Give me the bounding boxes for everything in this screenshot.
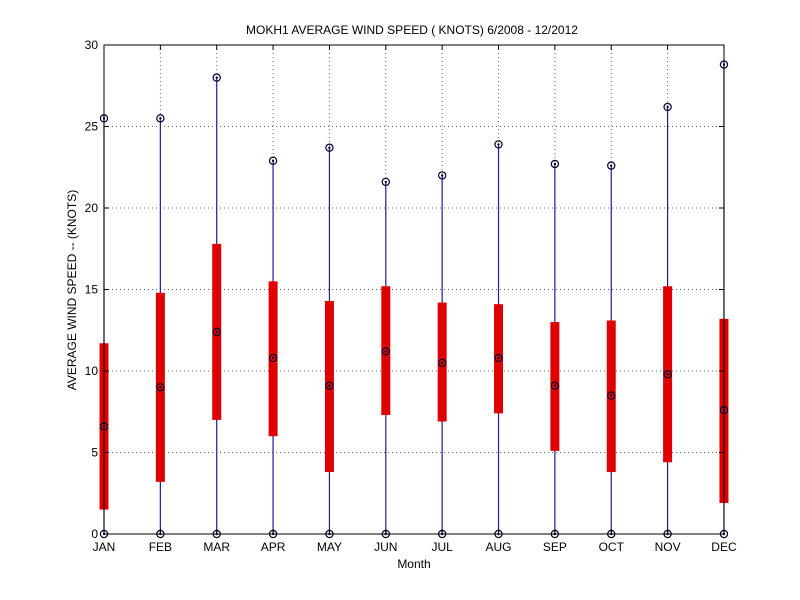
x-tick-label: JAN — [93, 540, 116, 554]
x-axis-label: Month — [397, 557, 430, 571]
median-marker-dot — [553, 384, 557, 387]
box-group-jul — [437, 171, 447, 539]
median-marker — [325, 381, 334, 390]
max-marker-dot — [328, 146, 331, 149]
box-group-may — [324, 143, 334, 539]
y-tick-label: 25 — [85, 120, 99, 134]
x-tick-label: DEC — [711, 540, 737, 554]
y-axis-label: AVERAGE WIND SPEED -- (KNOTS) — [65, 190, 79, 390]
box-group-apr — [268, 156, 278, 539]
max-marker-dot — [384, 180, 387, 184]
max-marker-dot — [159, 117, 162, 120]
x-tick-label: SEP — [543, 540, 567, 554]
grid-layer — [104, 45, 724, 534]
max-marker — [494, 140, 503, 149]
median-marker-dot — [328, 384, 331, 387]
y-tick-label: 15 — [85, 283, 99, 297]
x-tick-label: JUN — [374, 540, 397, 554]
median-marker-dot — [271, 356, 275, 360]
x-tick-label: NOV — [655, 540, 681, 554]
chart-title: MOKH1 AVERAGE WIND SPEED ( KNOTS) 6/2008… — [246, 23, 578, 37]
box-group-feb — [155, 114, 165, 539]
max-marker — [663, 102, 672, 112]
box-group-sep — [550, 159, 560, 539]
x-tick-label: AUG — [486, 540, 512, 554]
y-tick-label: 30 — [85, 38, 99, 52]
box-group-jun — [381, 177, 391, 539]
max-marker — [607, 161, 616, 170]
median-marker — [212, 327, 221, 337]
max-marker — [325, 143, 334, 152]
max-marker — [437, 171, 447, 180]
max-marker-dot — [610, 164, 613, 167]
data-layer — [99, 60, 729, 539]
max-marker-dot — [553, 162, 557, 166]
median-marker-dot — [384, 350, 387, 353]
median-marker — [494, 353, 503, 363]
median-marker-dot — [440, 361, 444, 365]
box-group-nov — [663, 102, 673, 539]
max-marker-dot — [666, 105, 669, 109]
y-tick-label: 5 — [91, 446, 98, 460]
y-tick-label: 20 — [85, 201, 99, 215]
median-marker — [437, 358, 447, 368]
max-marker-dot — [271, 159, 275, 162]
median-marker — [607, 391, 616, 400]
max-marker — [268, 156, 278, 165]
median-marker-dot — [666, 373, 669, 376]
box-group-aug — [494, 140, 504, 539]
x-tick-label: OCT — [599, 540, 625, 554]
box-group-oct — [606, 161, 616, 539]
median-marker — [156, 383, 165, 392]
y-tick-label: 10 — [85, 364, 99, 378]
y-tick-label: 0 — [91, 527, 98, 541]
median-marker-dot — [215, 330, 218, 334]
median-marker-dot — [610, 394, 613, 397]
max-marker — [212, 73, 221, 82]
x-tick-label: FEB — [149, 540, 172, 554]
median-marker-dot — [497, 356, 500, 360]
max-marker — [381, 177, 390, 187]
median-marker — [663, 370, 672, 379]
max-marker-dot — [215, 76, 218, 79]
x-tick-label: APR — [261, 540, 286, 554]
median-marker-dot — [159, 386, 162, 389]
max-marker — [550, 159, 560, 169]
x-tick-label: MAR — [203, 540, 230, 554]
box-group-mar — [212, 73, 222, 539]
x-tick-label: MAY — [317, 540, 342, 554]
median-marker — [550, 381, 560, 390]
x-tick-label: JUL — [431, 540, 453, 554]
max-marker-dot — [497, 143, 500, 146]
max-marker-dot — [440, 174, 444, 177]
median-marker — [268, 353, 278, 363]
median-marker — [381, 347, 390, 356]
max-marker — [156, 114, 165, 123]
tick-layer: 0 5 10 15 20 25 30 JAN FEB MAR APR MAY JUN JUL AUG SEP O… — [85, 38, 737, 554]
